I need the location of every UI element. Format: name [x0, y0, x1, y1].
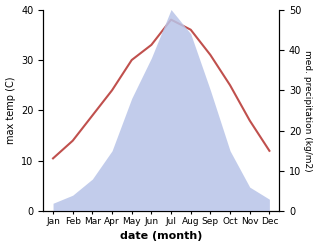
Y-axis label: max temp (C): max temp (C) — [5, 77, 16, 144]
Y-axis label: med. precipitation (kg/m2): med. precipitation (kg/m2) — [303, 50, 313, 171]
X-axis label: date (month): date (month) — [120, 231, 203, 242]
